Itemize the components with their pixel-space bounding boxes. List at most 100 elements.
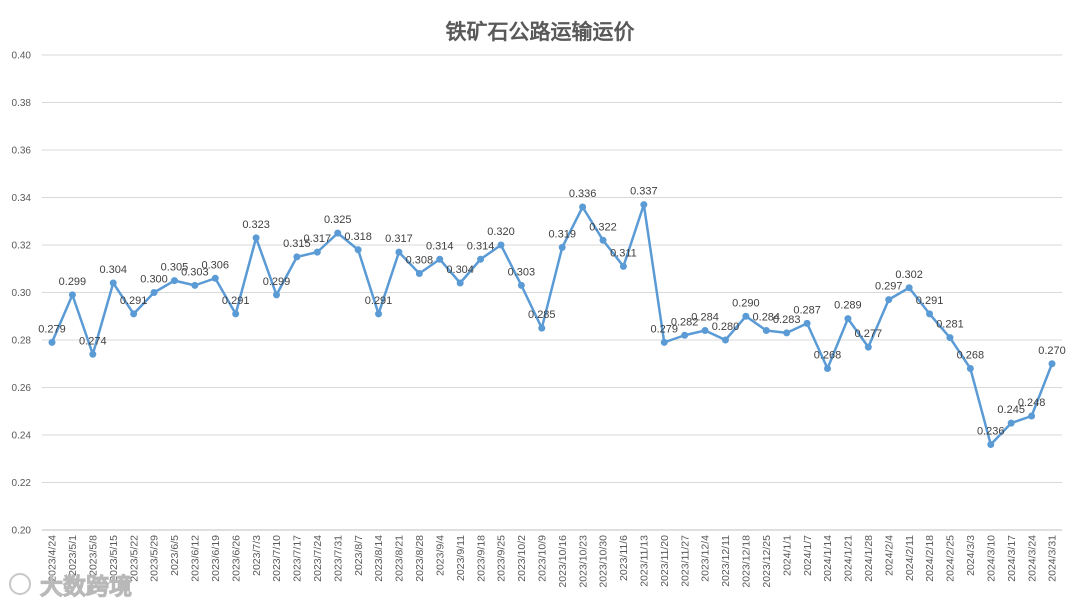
data-point [946,334,954,342]
watermark-text: 大数跨境 [40,573,132,600]
y-tick-label: 0.28 [12,336,32,347]
data-point [191,281,199,289]
x-tick-label: 2023/10/9 [536,535,548,582]
x-tick-label: 2023/11/6 [618,535,630,581]
y-tick-label: 0.20 [12,526,32,537]
data-point [721,336,729,344]
data-label: 0.270 [1038,345,1066,357]
data-label: 0.268 [814,350,842,362]
x-tick-label: 2023/9/11 [455,535,467,581]
x-tick-label: 2023/7/17 [292,535,304,582]
data-point [619,262,627,270]
data-point [783,329,791,337]
data-point [681,331,689,339]
x-tick-label: 2024/3/31 [1047,535,1059,582]
data-labels: 0.2790.2990.2740.3040.2910.3000.3050.303… [38,186,1066,438]
data-point [885,296,893,304]
x-tick-label: 2023/5/1 [67,535,79,576]
x-tick-label: 2023/10/30 [598,535,610,588]
x-tick-label: 2023/6/12 [190,535,202,582]
data-label: 0.290 [732,297,760,309]
data-point [905,284,913,292]
x-tick-label: 2024/2/25 [945,535,957,582]
data-label: 0.306 [202,259,230,271]
watermark-logo-icon [9,573,31,595]
x-tick-label: 2023/5/29 [149,535,161,582]
x-axis: 2023/4/24 2023/5/1 2023/5/8 2023/5/15 2023/5… [47,535,1059,588]
data-label: 0.291 [222,295,250,307]
data-label: 0.299 [59,276,87,288]
data-point [579,203,587,211]
x-tick-label: 2024/1/28 [863,535,875,582]
y-tick-label: 0.34 [12,193,32,204]
y-tick-label: 0.30 [12,288,32,299]
x-tick-label: 2023/8/14 [373,535,385,582]
data-label: 0.287 [793,304,821,316]
x-tick-label: 2024/2/4 [883,535,895,576]
data-point [742,312,750,320]
data-point [660,338,668,346]
x-tick-label: 2024/1/1 [781,535,793,576]
chart-title: 铁矿石公路运输运价 [446,20,636,44]
x-tick-label: 2023/12/4 [700,535,712,582]
y-axis: 0.20 0.22 0.24 0.26 0.28 0.30 0.32 0.34 0.36 0.38… [12,51,32,537]
data-point [293,253,301,261]
data-label: 0.291 [365,295,393,307]
data-point [987,441,995,448]
x-tick-label: 2024/3/3 [965,535,977,576]
data-point [640,201,648,209]
x-tick-label: 2023/10/23 [577,535,589,588]
data-point [211,274,219,282]
x-tick-label: 2023/9/25 [496,535,508,582]
data-label: 0.284 [753,312,781,324]
data-label: 0.291 [916,295,944,307]
x-tick-label: 2023/4/24 [47,535,59,582]
data-point [497,241,505,249]
data-point [232,310,240,318]
data-point [926,310,934,318]
data-label: 0.283 [773,314,801,326]
x-tick-label: 2024/1/21 [843,535,855,582]
x-tick-label: 2024/3/10 [985,535,997,582]
data-label: 0.302 [895,269,923,281]
data-label: 0.280 [712,321,740,333]
data-label: 0.304 [446,264,474,276]
y-tick-label: 0.40 [12,51,32,62]
data-label: 0.281 [936,319,964,331]
x-tick-label: 2023/8/28 [414,535,426,582]
data-point [803,319,811,327]
x-tick-label: 2023/6/19 [210,535,222,582]
watermark: 大数跨境 [9,573,132,600]
data-point [477,255,485,263]
data-label: 0.323 [242,219,270,231]
data-label: 0.268 [957,350,985,362]
data-point [824,365,832,372]
data-label: 0.304 [99,264,127,276]
series-line [50,203,1054,446]
data-point [966,365,974,372]
x-tick-label: 2023/6/26 [230,535,242,582]
data-point [1028,412,1036,420]
y-tick-label: 0.36 [12,146,32,157]
data-label: 0.305 [161,262,189,274]
data-label: 0.308 [406,255,434,267]
x-tick-label: 2024/3/24 [1026,535,1038,582]
x-tick-label: 2023/11/27 [679,535,691,587]
x-tick-label: 2024/2/18 [924,535,936,582]
data-label: 0.314 [467,240,495,252]
data-point [1048,360,1056,368]
x-tick-label: 2023/12/18 [741,535,753,588]
x-tick-label: 2023/6/5 [169,535,181,576]
data-label: 0.282 [671,316,699,328]
data-label: 0.284 [691,312,719,324]
x-tick-label: 2023/12/25 [761,535,773,588]
data-point [272,291,280,299]
data-point [89,350,97,358]
data-point [558,243,566,251]
x-tick-label: 2023/9/18 [475,535,487,582]
data-point [762,327,770,334]
data-point [130,310,138,318]
data-point [109,279,117,287]
x-tick-label: 2023/7/24 [312,535,324,582]
data-point [436,255,444,263]
